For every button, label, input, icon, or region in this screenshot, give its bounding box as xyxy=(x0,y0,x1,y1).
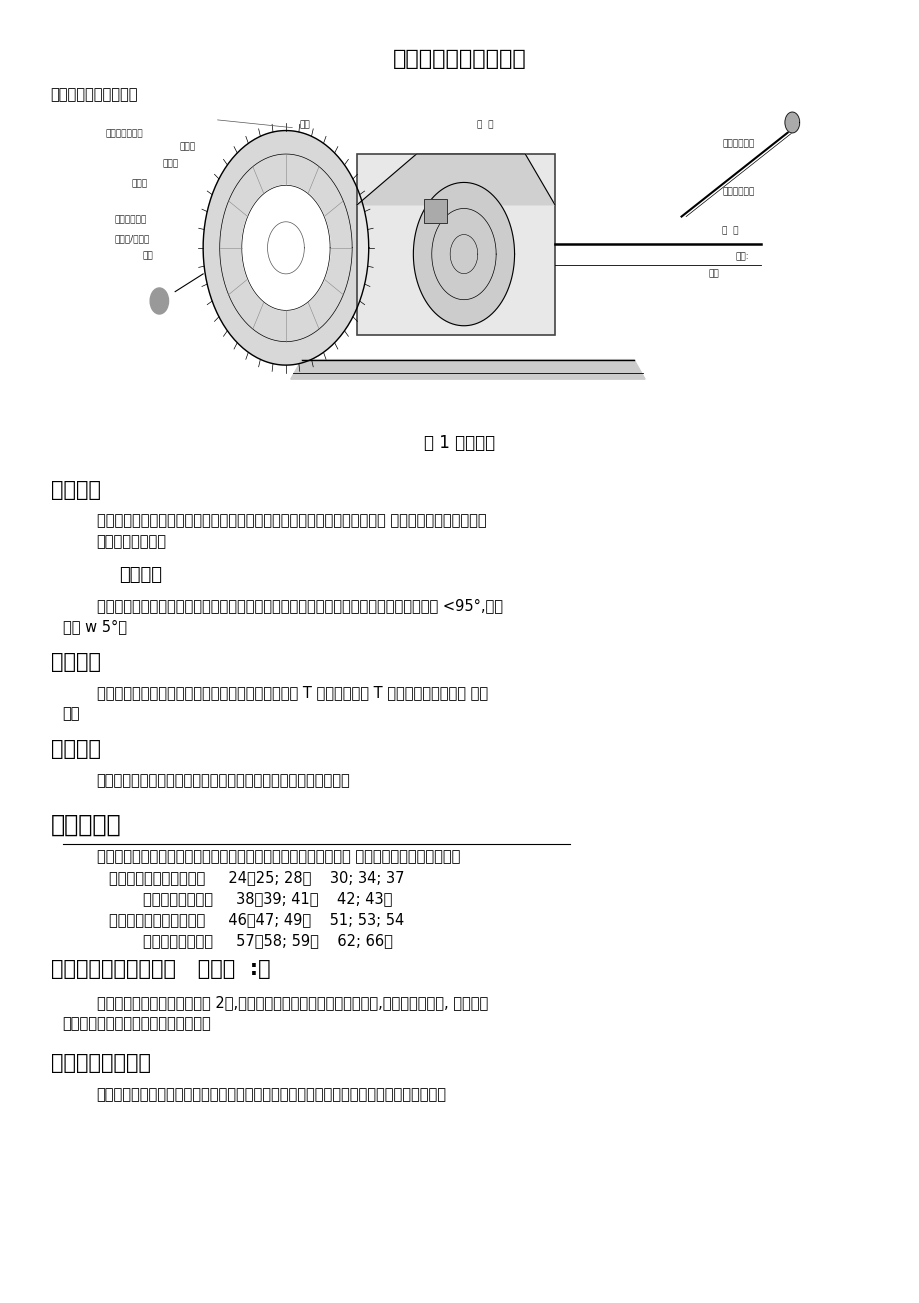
Text: 用分度头对工件进行切削时，为防止振动，在每次分度后可通过主轴锁紧机构对主轴进行锁: 用分度头对工件进行切削时，为防止振动，在每次分度后可通过主轴锁紧机构对主轴进行锁 xyxy=(96,1087,446,1102)
Text: 入轴: 入轴 xyxy=(142,251,153,261)
Text: 分度手遛、才: 分度手遛、才 xyxy=(115,215,147,224)
Text: 分度盘两面都有多行沿圆周均布的小孔，用于满足不同的分度要求 分度盘随分度头带有两块：: 分度盘两面都有多行沿圆周均布的小孔，用于满足不同的分度要求 分度盘随分度头带有两… xyxy=(96,850,460,865)
Text: 拧松蜗杆偏心套压紧螺母（图 2）,操纵脱落蜗杆手柄使蜗轮与蜗杆脱开,可直接转动主轴, 利用调整: 拧松蜗杆偏心套压紧螺母（图 2）,操纵脱落蜗杆手柄使蜗轮与蜗杆脱开,可直接转动主… xyxy=(96,995,487,1011)
Text: 本  体: 本 体 xyxy=(476,120,493,129)
Polygon shape xyxy=(290,360,644,379)
Text: 五、分度盘: 五、分度盘 xyxy=(51,813,121,837)
Text: 四、端盖: 四、端盖 xyxy=(51,739,100,758)
Text: 三、支座: 三、支座 xyxy=(51,652,100,671)
Text: 刻度环锁紧螺钉: 刻度环锁紧螺钉 xyxy=(106,129,143,138)
Text: 主  轴: 主 轴 xyxy=(721,227,738,236)
Polygon shape xyxy=(357,154,554,205)
Text: 万能分度头的主要结构: 万能分度头的主要结构 xyxy=(51,87,138,103)
Circle shape xyxy=(413,182,514,326)
Text: 本体内安装主轴及蜗轮、蜗杆。本体在支座内可使主轴在垂直平面内由水平位置向上转动 <95°,向下: 本体内安装主轴及蜗轮、蜗杆。本体在支座内可使主轴在垂直平面内由水平位置向上转动 … xyxy=(96,598,502,614)
Circle shape xyxy=(784,112,799,133)
Text: 脱落蜗耳手柄: 脱落蜗耳手柄 xyxy=(721,188,754,197)
Text: 第二块正面孔数依次为：     46；47; 49；    51; 53; 54: 第二块正面孔数依次为： 46；47; 49； 51; 53; 54 xyxy=(108,912,403,928)
Text: 第一块正面孔数依次为：     24；25; 28；    30; 34; 37: 第一块正面孔数依次为： 24；25; 28； 30; 34; 37 xyxy=(108,870,403,886)
Text: 图 1 主要结构: 图 1 主要结构 xyxy=(424,434,495,452)
Text: 反面孔数依次为：     38；39; 41；    42; 43。: 反面孔数依次为： 38；39; 41； 42; 43。 xyxy=(142,891,391,907)
Text: 转动 w 5°。: 转动 w 5°。 xyxy=(62,619,127,635)
Text: 调盖: 调盖 xyxy=(299,120,310,129)
Text: 分度叉: 分度叉 xyxy=(163,159,179,168)
Text: 七、主轴锁紧机构: 七、主轴锁紧机构 xyxy=(51,1053,151,1072)
Text: 上。: 上。 xyxy=(62,706,80,722)
Circle shape xyxy=(203,130,369,365)
Text: 主轴锁紧手网: 主轴锁紧手网 xyxy=(721,139,754,149)
Text: 分度盘: 分度盘 xyxy=(179,142,196,151)
Text: 反面孔数依次为：     57；58; 59；    62; 66。: 反面孔数依次为： 57；58; 59； 62; 66。 xyxy=(142,933,392,949)
Text: 轴用作差动分度。: 轴用作差动分度。 xyxy=(96,534,166,550)
Text: 主轴前端可安装二爪自定心卡盘（或顶尖）及其它装卡附件，用以夹持工件 主轴后端可安装锥柄挂轮: 主轴前端可安装二爪自定心卡盘（或顶尖）及其它装卡附件，用以夹持工件 主轴后端可安… xyxy=(96,513,486,529)
Bar xyxy=(424,199,447,223)
Text: 二、本体: 二、本体 xyxy=(119,566,163,584)
Bar xyxy=(357,154,554,335)
Text: 曲柄花/桂孔蜗: 曲柄花/桂孔蜗 xyxy=(115,235,150,244)
Text: 支承本体部件，通过底面的定位键与铣床工作台中间 T 型槽连接。用 T 型螺栓紧固在铣床工 作台: 支承本体部件，通过底面的定位键与铣床工作台中间 T 型槽连接。用 T 型螺栓紧固… xyxy=(96,685,487,701)
Text: 万能分度头使用说明书: 万能分度头使用说明书 xyxy=(392,48,527,69)
Text: 支座: 支座 xyxy=(708,270,719,279)
Circle shape xyxy=(242,185,330,310)
Text: 六、蜗轮副间隙调整及   千脱落  :沟: 六、蜗轮副间隙调整及 千脱落 :沟 xyxy=(51,959,270,979)
Text: 端盖内装有两对啮合齿轮及挂轮输入轴，可以使动力输入本体内。: 端盖内装有两对啮合齿轮及挂轮输入轴，可以使动力输入本体内。 xyxy=(96,773,350,788)
Text: 定位销: 定位销 xyxy=(131,180,148,189)
Text: 间隙螺母，可对蜗轮副间隙进行微调。: 间隙螺母，可对蜗轮副间隙进行微调。 xyxy=(62,1016,211,1032)
Bar xyxy=(64,98,855,410)
Text: 分度:: 分度: xyxy=(735,253,749,262)
Text: 一、主轴: 一、主轴 xyxy=(51,480,100,499)
Circle shape xyxy=(150,288,168,314)
